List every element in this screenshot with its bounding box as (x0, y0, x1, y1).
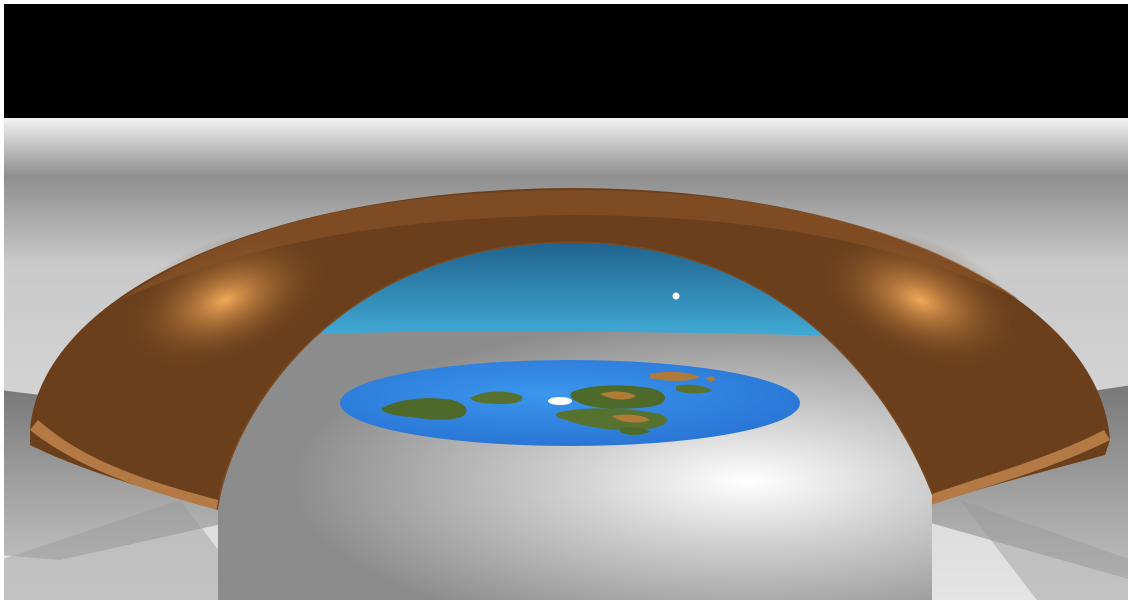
shadow-front-left (4, 500, 257, 600)
landmass-far-south (620, 427, 650, 435)
flat-earth-disc (340, 360, 800, 446)
desert-south (612, 414, 650, 423)
dome-rim-right (930, 430, 1110, 505)
desert-center (600, 391, 636, 400)
landmass-south (555, 408, 668, 431)
landmass-northeast (676, 384, 712, 394)
arctic-ice (548, 397, 572, 405)
night-sky (4, 4, 1128, 120)
island (706, 376, 716, 382)
sun-dot (672, 292, 680, 300)
dome-highlight-left (120, 230, 330, 370)
landmass-northwest (470, 391, 523, 405)
shadow-front-right (960, 500, 1128, 600)
dome-highlight-right (815, 230, 1025, 370)
dome-crown-band (120, 190, 1020, 300)
landmass-north (650, 371, 700, 381)
dome-rim-left (30, 420, 218, 510)
landmass-west (381, 398, 467, 420)
